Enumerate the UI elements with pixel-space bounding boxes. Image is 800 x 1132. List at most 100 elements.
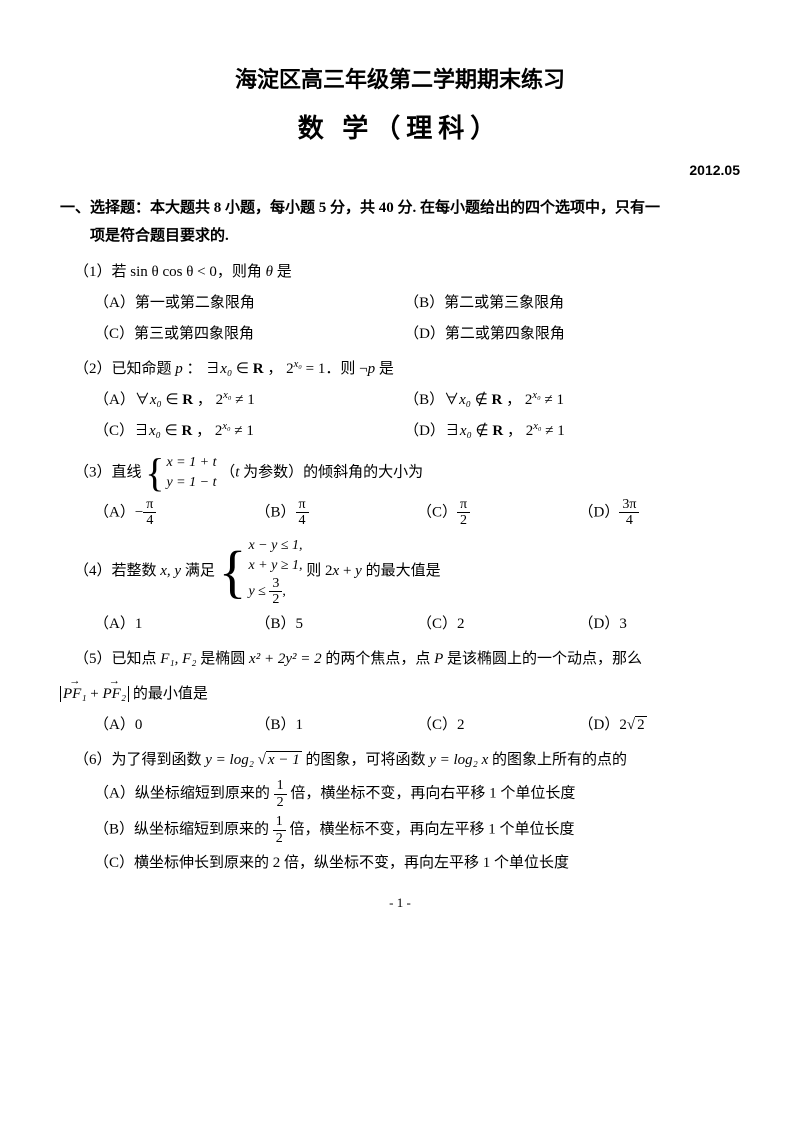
q3-opt-a: （A）−π4 [94, 497, 256, 529]
q3-options: （A）−π4 （B）π4 （C）π2 （D）3π4 [94, 497, 740, 529]
q2D-exp: x₀ [533, 421, 541, 432]
exam-date: 2012.05 [60, 158, 740, 183]
brace-icon: { [145, 453, 164, 493]
q2-x0: x₀ [220, 361, 232, 377]
q6-rad: x − 1 [266, 751, 302, 768]
q3B-den: 4 [296, 513, 309, 528]
question-5-line2: PF₁ + PF₂ 的最小值是 [60, 681, 740, 708]
page: 海淀区高三年级第二学期期末练习 数 学（理科） 2012.05 一、选择题：本大… [0, 0, 800, 934]
q4-opt-a: （A）1 [94, 611, 256, 638]
q3-c: 为参数）的倾斜角的大小为 [239, 464, 423, 480]
q4-xy: x, y [160, 563, 181, 579]
q5-d: 是该椭圆上的一个动点，那么 [443, 651, 642, 667]
question-5: （5）已知点 F₁, F₂ 是椭圆 x² + 2y² = 2 的两个焦点，点 P… [74, 646, 740, 673]
q2A-end: ≠ 1 [231, 392, 254, 408]
q3-line1: x = 1 + t [166, 455, 216, 470]
q4-opt-c: （C）2 [417, 611, 579, 638]
q3D-lbl: （D） [579, 504, 620, 520]
q3-opt-c: （C）π2 [417, 497, 579, 529]
q6B-b: 倍，横坐标不变，再向左平移 1 个单位长度 [286, 821, 575, 837]
q2-b: ： ∃ [183, 361, 221, 377]
q4-line3b: , [282, 584, 286, 599]
page-number: - 1 - [60, 891, 740, 914]
q2D-end: ≠ 1 [542, 423, 565, 439]
question-3: （3）直线 { x = 1 + t y = 1 − t （t 为参数）的倾斜角的… [74, 453, 740, 493]
q3B-num: π [296, 497, 309, 513]
q5-b: 是椭圆 [197, 651, 250, 667]
q1-stem-b: ，则角 [217, 264, 266, 280]
q3C-num: π [457, 497, 470, 513]
q5-opt-b: （B）1 [256, 712, 418, 739]
q5-opt-d: （D）22 [579, 712, 741, 739]
q2-opt-d: （D）∃x₀ ∉ R ， 2x₀ ≠ 1 [404, 418, 714, 445]
q4-e: 的最大值是 [362, 563, 441, 579]
q2B-pre: （B）∀ [404, 392, 459, 408]
q2B-x: x₀ [459, 392, 471, 408]
q4-l3-den: 2 [269, 592, 282, 607]
q4-system: { x − y ≤ 1, x + y ≥ 1, y ≤ 32, [219, 536, 303, 607]
q2C-pre: （C）∃ [94, 423, 149, 439]
q6-b: 的图象，可将函数 [302, 752, 430, 768]
q2B-post: ， 2 [502, 392, 532, 408]
q5-pf2: PF₂ [103, 681, 127, 708]
q6A-den: 2 [274, 795, 287, 810]
q2B-R: R [492, 392, 503, 408]
q6-a: （6）为了得到函数 [74, 752, 205, 768]
q6-opt-a: （A）纵坐标缩短到原来的 12 倍，横坐标不变，再向右平移 1 个单位长度 [94, 778, 740, 810]
q6-c: 的图象上所有的点的 [488, 752, 627, 768]
q4-l3-num: 3 [269, 576, 282, 592]
q2C-end: ≠ 1 [231, 423, 254, 439]
question-6: （6）为了得到函数 y = log₂ x − 1 的图象，可将函数 y = lo… [74, 747, 740, 774]
q3-opt-d: （D）3π4 [579, 497, 741, 529]
q1-math: sin θ cos θ < 0 [130, 264, 217, 280]
q5-l2c: 的最小值是 [129, 686, 208, 702]
q2C-x: x₀ [149, 423, 161, 439]
q2B-exp: x₀ [532, 390, 540, 401]
q1-options-row2: （C）第三或第四象限角 （D）第二或第四象限角 [94, 321, 740, 348]
q2A-x: x₀ [150, 392, 162, 408]
q3-b: （ [220, 464, 235, 480]
q2C-exp: x₀ [222, 421, 230, 432]
q5-options: （A）0 （B）1 （C）2 （D）22 [94, 712, 740, 739]
q3C-lbl: （C） [417, 504, 457, 520]
q1-options-row1: （A）第一或第二象限角 （B）第二或第三象限角 [94, 290, 740, 317]
q2-options-row1: （A）∀x₀ ∈ R ， 2x₀ ≠ 1 （B）∀x₀ ∉ R ， 2x₀ ≠ … [94, 387, 740, 414]
q2-a: （2）已知命题 [74, 361, 175, 377]
q5-opt-a: （A）0 [94, 712, 256, 739]
q4-options: （A）1 （B）5 （C）2 （D）3 [94, 611, 740, 638]
q1-opt-d: （D）第二或第四象限角 [404, 321, 714, 348]
q2-p: p [175, 361, 183, 377]
q2-R: R [253, 361, 264, 377]
q5-c: 的两个焦点，点 [322, 651, 435, 667]
q5-opt-c: （C）2 [417, 712, 579, 739]
q2C-mid: ∈ [161, 423, 182, 439]
q6A-num: 1 [274, 778, 287, 794]
q3B-lbl: （B） [256, 504, 296, 520]
q3C-den: 2 [457, 513, 470, 528]
q6B-den: 2 [273, 831, 286, 846]
q3A-num: π [143, 497, 156, 513]
q6-opt-b: （B）纵坐标缩短到原来的 12 倍，横坐标不变，再向左平移 1 个单位长度 [94, 814, 740, 846]
q6A-b: 倍，横坐标不变，再向右平移 1 个单位长度 [287, 786, 576, 802]
q2-p2: p [368, 361, 376, 377]
q3A-den: 4 [143, 513, 156, 528]
section-1-heading-a: 一、选择题：本大题共 8 小题，每小题 5 分，共 40 分. 在每小题给出的四… [60, 200, 660, 216]
q3-line2: y = 1 − t [166, 475, 216, 490]
q2B-mid: ∉ [471, 392, 492, 408]
q4-opt-b: （B）5 [256, 611, 418, 638]
q1-opt-b: （B）第二或第三象限角 [404, 290, 714, 317]
q5-a: （5）已知点 [74, 651, 160, 667]
q1-stem-a: （1）若 [74, 264, 130, 280]
q5-pf1: PF₁ [63, 681, 87, 708]
q4-a: （4）若整数 [74, 563, 160, 579]
question-1: （1）若 sin θ cos θ < 0，则角 θ 是 [74, 259, 740, 286]
q2-e: = 1．则 ¬ [302, 361, 368, 377]
q2-c: ∈ [232, 361, 253, 377]
q6-y2: y = log₂ x [429, 752, 488, 768]
q5-plus: + [87, 686, 103, 702]
q3-a: （3）直线 [74, 464, 145, 480]
q2-opt-c: （C）∃x₀ ∈ R ， 2x₀ ≠ 1 [94, 418, 404, 445]
q2D-x: x₀ [460, 423, 472, 439]
question-2: （2）已知命题 p ： ∃x₀ ∈ R ， 2x₀ = 1．则 ¬p 是 [74, 356, 740, 383]
q2D-post: ， 2 [503, 423, 533, 439]
